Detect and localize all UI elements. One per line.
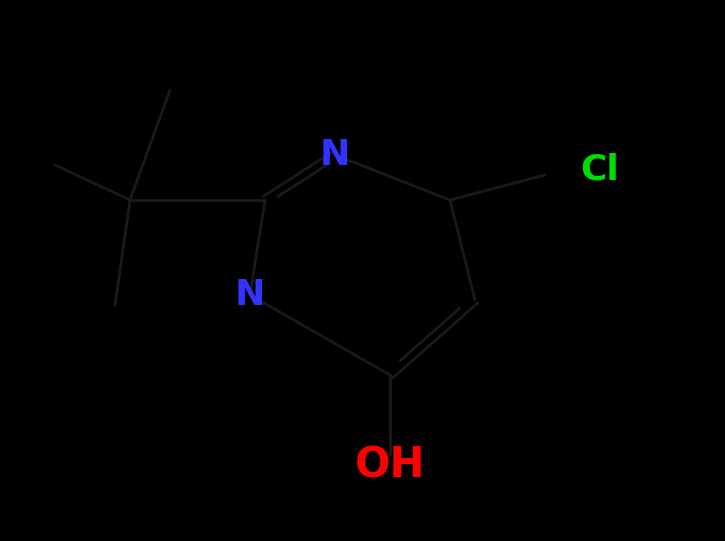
Text: OH: OH — [355, 444, 426, 486]
Text: N: N — [235, 278, 265, 312]
Text: Cl: Cl — [581, 153, 619, 187]
Text: N: N — [320, 138, 350, 172]
